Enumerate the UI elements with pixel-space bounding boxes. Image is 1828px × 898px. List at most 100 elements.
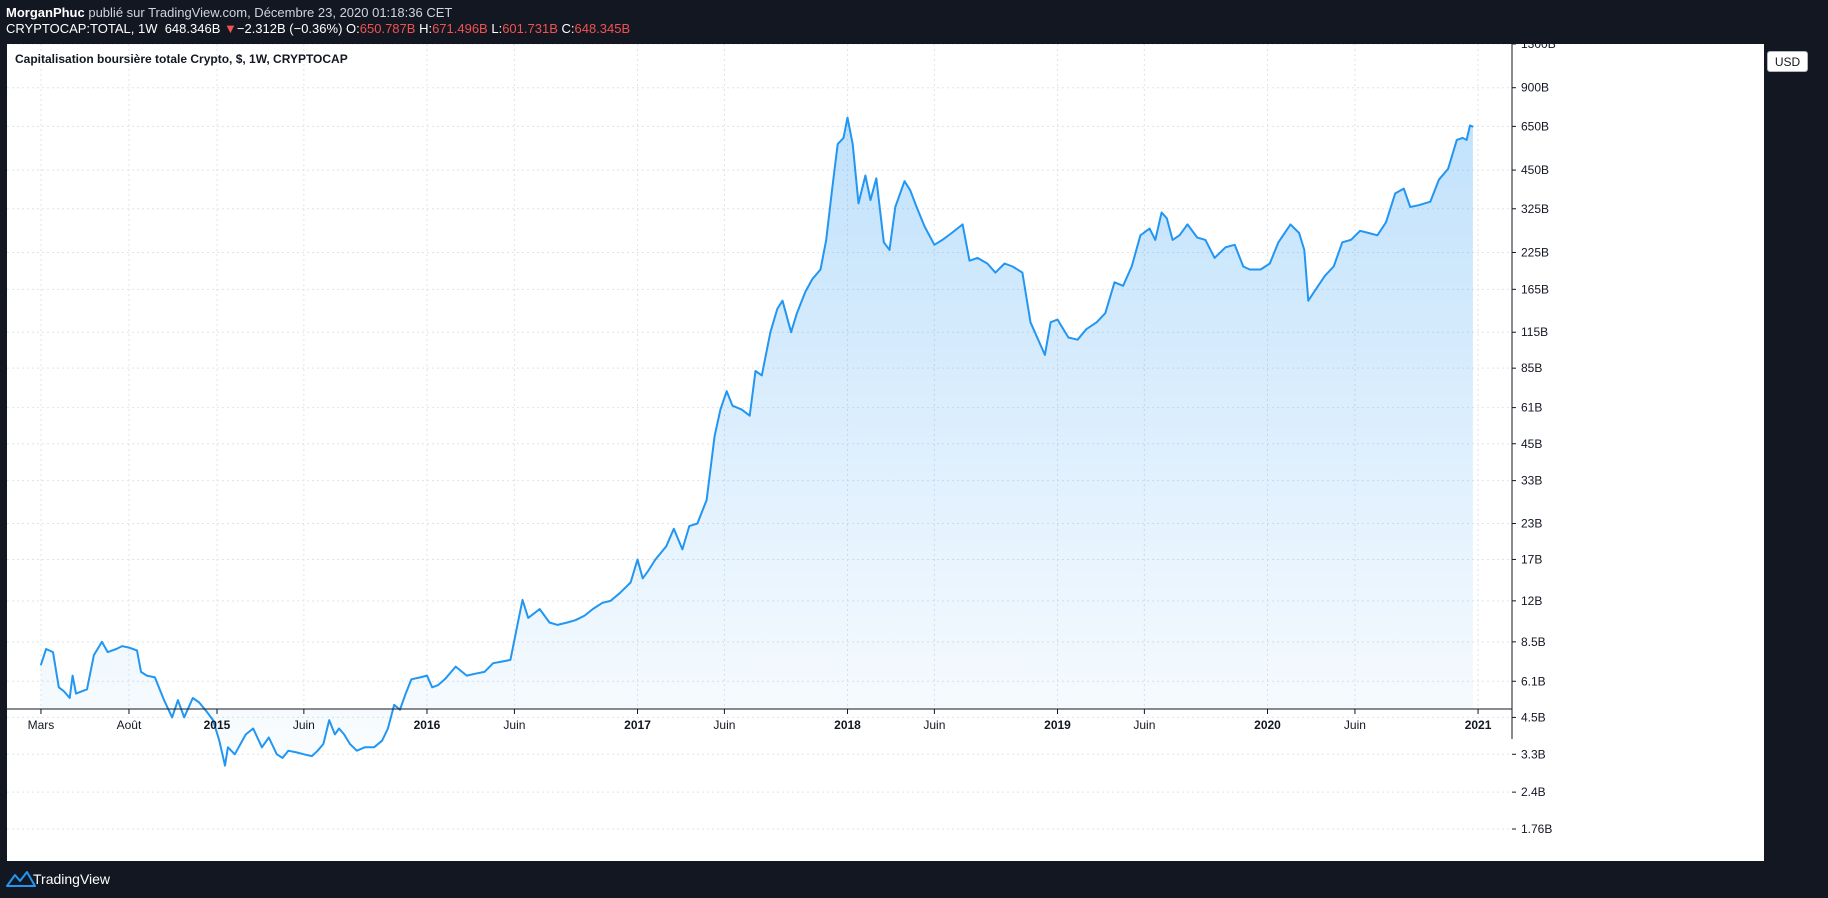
data-point bbox=[1461, 137, 1464, 139]
x-tick-label: Août bbox=[117, 718, 142, 732]
data-point bbox=[1050, 321, 1052, 323]
data-point bbox=[115, 648, 117, 650]
data-point bbox=[154, 676, 156, 679]
data-point bbox=[93, 654, 95, 656]
data-point bbox=[1213, 257, 1216, 259]
data-point bbox=[1465, 139, 1468, 141]
data-point bbox=[1447, 168, 1449, 170]
data-point bbox=[492, 662, 494, 664]
data-point bbox=[869, 199, 872, 201]
data-point bbox=[909, 189, 911, 191]
down-arrow-icon: ▼ bbox=[224, 21, 237, 36]
open-label: O: bbox=[346, 21, 360, 36]
y-tick-label: 325B bbox=[1521, 202, 1549, 216]
data-point bbox=[373, 746, 375, 748]
data-point bbox=[501, 660, 503, 663]
data-point bbox=[976, 257, 979, 259]
data-point bbox=[665, 545, 667, 547]
x-tick-label: Juin bbox=[713, 718, 735, 732]
data-point bbox=[1056, 318, 1059, 321]
data-point bbox=[888, 249, 891, 251]
data-point bbox=[1224, 246, 1227, 248]
data-point bbox=[696, 522, 698, 525]
data-point bbox=[334, 733, 336, 736]
x-tick-label: 2017 bbox=[624, 718, 651, 732]
data-point bbox=[303, 753, 305, 755]
data-point bbox=[296, 751, 298, 754]
data-point bbox=[163, 699, 165, 701]
data-point bbox=[474, 673, 476, 675]
data-point bbox=[364, 746, 366, 748]
data-point bbox=[227, 746, 229, 748]
data-point bbox=[1277, 241, 1280, 243]
y-tick-label: 165B bbox=[1521, 282, 1549, 296]
price-change: −2.312B (−0.36%) bbox=[236, 21, 343, 36]
y-tick-label: 6.1B bbox=[1521, 674, 1546, 688]
data-point bbox=[224, 765, 226, 767]
x-tick-label: Mars bbox=[28, 718, 55, 732]
y-tick-label: 85B bbox=[1521, 361, 1542, 375]
publication-line: MorganPhuc publié sur TradingView.com, D… bbox=[6, 5, 452, 20]
data-point bbox=[431, 686, 433, 688]
data-point bbox=[642, 577, 644, 579]
data-point bbox=[825, 239, 827, 241]
data-point bbox=[1085, 328, 1087, 330]
data-point bbox=[58, 686, 60, 688]
data-point bbox=[1186, 223, 1189, 225]
data-point bbox=[171, 716, 173, 719]
data-point bbox=[1166, 217, 1168, 219]
data-point bbox=[356, 750, 358, 752]
data-point bbox=[1418, 204, 1420, 206]
data-point bbox=[1307, 300, 1309, 302]
y-tick-label: 23B bbox=[1521, 517, 1542, 531]
y-tick-label: 900B bbox=[1521, 81, 1549, 95]
y-tick-label: 2.4B bbox=[1521, 785, 1546, 799]
footer-brand[interactable]: TradingView bbox=[33, 871, 111, 887]
y-tick-label: 1300B bbox=[1521, 44, 1556, 51]
data-point bbox=[1403, 188, 1405, 190]
data-point bbox=[1385, 221, 1387, 223]
low-value: 601.731B bbox=[502, 21, 558, 36]
data-point bbox=[636, 558, 639, 561]
total-market-cap-line[interactable] bbox=[39, 116, 1474, 767]
data-point bbox=[1303, 249, 1305, 251]
y-tick-label: 3.3B bbox=[1521, 747, 1546, 761]
currency-selector[interactable]: USD bbox=[1767, 51, 1808, 72]
last-price: 648.346B bbox=[164, 21, 221, 36]
data-point bbox=[140, 671, 142, 673]
data-point bbox=[287, 750, 289, 752]
data-point bbox=[281, 757, 284, 759]
data-point bbox=[136, 649, 138, 652]
data-point bbox=[444, 678, 446, 680]
y-tick-label: 225B bbox=[1521, 245, 1549, 259]
chart-canvas[interactable]: 1.76B 2.4B 3.3B 4.5B 6.1B 8.5B 12B 17B 23B 33B 45B… bbox=[7, 44, 1764, 861]
x-tick-label: 2015 bbox=[204, 718, 231, 732]
data-point bbox=[1315, 288, 1317, 290]
y-tick-label: 12B bbox=[1521, 594, 1542, 608]
data-point bbox=[1259, 268, 1262, 271]
data-point bbox=[842, 137, 845, 139]
data-point bbox=[1324, 275, 1326, 277]
data-point bbox=[754, 370, 757, 372]
y-tick-label: 450B bbox=[1521, 163, 1549, 177]
data-point bbox=[343, 733, 345, 736]
y-tick-label: 45B bbox=[1521, 437, 1542, 451]
data-point bbox=[1469, 124, 1471, 127]
data-point bbox=[1204, 239, 1206, 241]
author-name[interactable]: MorganPhuc bbox=[6, 5, 85, 20]
data-point bbox=[894, 206, 896, 208]
tradingview-logo-icon[interactable] bbox=[6, 869, 36, 889]
x-tick-label: 2019 bbox=[1044, 718, 1071, 732]
data-point bbox=[1067, 336, 1070, 339]
x-tick-label: Juin bbox=[1344, 718, 1366, 732]
data-point bbox=[381, 740, 383, 742]
data-point bbox=[846, 116, 849, 119]
data-point bbox=[101, 641, 103, 643]
data-point bbox=[1429, 201, 1431, 203]
data-point bbox=[994, 271, 996, 274]
data-point bbox=[864, 174, 866, 177]
data-point bbox=[831, 189, 833, 191]
chart-panel[interactable]: 1.76B 2.4B 3.3B 4.5B 6.1B 8.5B 12B 17B 23B 33B 45B… bbox=[7, 44, 1764, 861]
chart-title: Capitalisation boursière totale Crypto, … bbox=[15, 52, 348, 66]
data-point bbox=[574, 619, 577, 621]
